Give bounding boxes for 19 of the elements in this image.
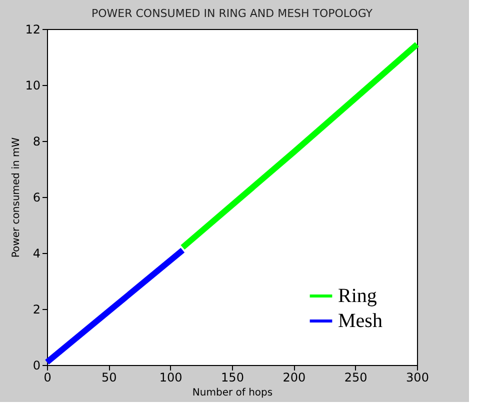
x-tick-label: 50 [102,370,117,384]
x-tick-label: 100 [159,370,182,384]
x-tick-label: 150 [221,370,244,384]
y-tick-label: 12 [25,22,40,36]
chart-title: POWER CONSUMED IN RING AND MESH TOPOLOGY [91,7,373,20]
y-axis-title: Power consumed in mW [11,137,22,258]
x-tick-label: 250 [344,370,368,384]
x-tick-label: 200 [282,370,306,384]
x-axis-title: Number of hops [192,388,273,398]
x-tick-label: 0 [44,370,52,384]
y-tick-label: 6 [32,190,40,204]
legend-label: Ring [338,285,377,307]
y-tick-label: 2 [32,302,40,316]
y-tick-label: 10 [25,78,40,92]
y-tick-label: 0 [32,358,40,372]
y-tick-label: 8 [32,134,40,148]
legend-label: Mesh [338,310,382,332]
x-tick-label: 300 [406,370,429,384]
y-tick-label: 4 [32,246,40,260]
